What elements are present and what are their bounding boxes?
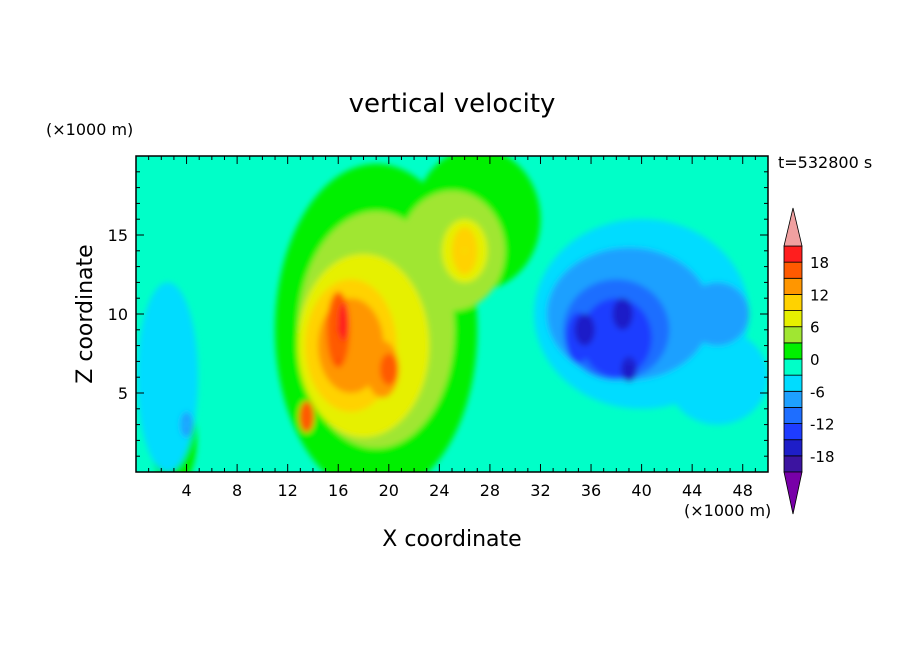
colorbar-segment [783, 374, 803, 392]
x-axis: 4 8 12 16 20 24 28 32 36 40 44 48 [148, 156, 756, 500]
colorbar-extension-top [783, 207, 803, 247]
colorbar-segment [783, 390, 803, 408]
colorbar-segment [783, 294, 803, 311]
colorbar-tick-label: -18 [810, 448, 835, 466]
x-tick-label: 32 [530, 481, 550, 500]
x-tick-label: 24 [429, 481, 449, 500]
colorbar-extension-bottom [783, 471, 803, 515]
colorbar-tick-label: -6 [810, 383, 825, 401]
contour-region [338, 302, 349, 341]
y-tick-label: 15 [108, 226, 128, 245]
colorbar-segment [783, 342, 803, 360]
colorbar-segment [783, 245, 803, 263]
x-tick-label: 44 [682, 481, 702, 500]
colorbar-segment [783, 407, 803, 424]
contour-region [580, 298, 652, 378]
x-tick-label: 40 [631, 481, 651, 500]
x-tick-label: 20 [379, 481, 399, 500]
y-tick-label: 5 [118, 384, 128, 403]
chart-title: vertical velocity [349, 89, 556, 119]
colorbar-segment [783, 261, 803, 279]
colorbar-segment [783, 455, 803, 473]
contour-region [379, 353, 398, 386]
colorbar-tick-label: 0 [810, 351, 820, 369]
colorbar-segment [783, 277, 803, 295]
colorbar-segment [783, 439, 803, 457]
updraft-point [462, 248, 467, 253]
colorbar-tick-label: -12 [810, 416, 835, 434]
colorbar-segment [783, 358, 803, 376]
contour-region [299, 400, 315, 433]
x-tick-label: 12 [278, 481, 298, 500]
contour-region [621, 356, 637, 382]
colorbar-tick-label: 18 [810, 254, 829, 272]
x-tick-label: 16 [328, 481, 348, 500]
updraft-point [336, 359, 341, 364]
y-tick-label: 10 [108, 305, 128, 324]
x-tick-label: 48 [733, 481, 753, 500]
y-unit-label: (×1000 m) [46, 120, 133, 139]
colorbar-segment [783, 326, 803, 344]
time-label: t=532800 s [778, 153, 872, 172]
downdraft-point [626, 359, 631, 364]
colorbar-tick-label: 12 [810, 286, 829, 304]
colorbar: -18 -12 -6 0 6 12 18 [783, 207, 835, 515]
y-axis: 5 10 15 [108, 171, 768, 457]
updraft-point [386, 359, 391, 364]
x-unit-label: (×1000 m) [684, 501, 771, 520]
x-axis-label: X coordinate [382, 527, 521, 552]
contour-region [574, 314, 595, 346]
contour-region [137, 282, 198, 472]
x-tick-label: 4 [181, 481, 191, 500]
downdraft-point [614, 327, 619, 332]
downdraft-point [589, 343, 594, 348]
colorbar-segment [783, 423, 803, 441]
contour-region [685, 282, 750, 346]
x-tick-label: 28 [480, 481, 500, 500]
x-tick-label: 8 [232, 481, 242, 500]
colorbar-segment [783, 310, 803, 328]
updraft-point [336, 327, 341, 332]
y-axis-label: Z coordinate [73, 244, 98, 383]
x-tick-label: 36 [581, 481, 601, 500]
contour-region [612, 298, 633, 330]
downdraft-point [184, 422, 189, 427]
colorbar-tick-label: 6 [810, 319, 820, 337]
velocity-field [136, 156, 768, 472]
